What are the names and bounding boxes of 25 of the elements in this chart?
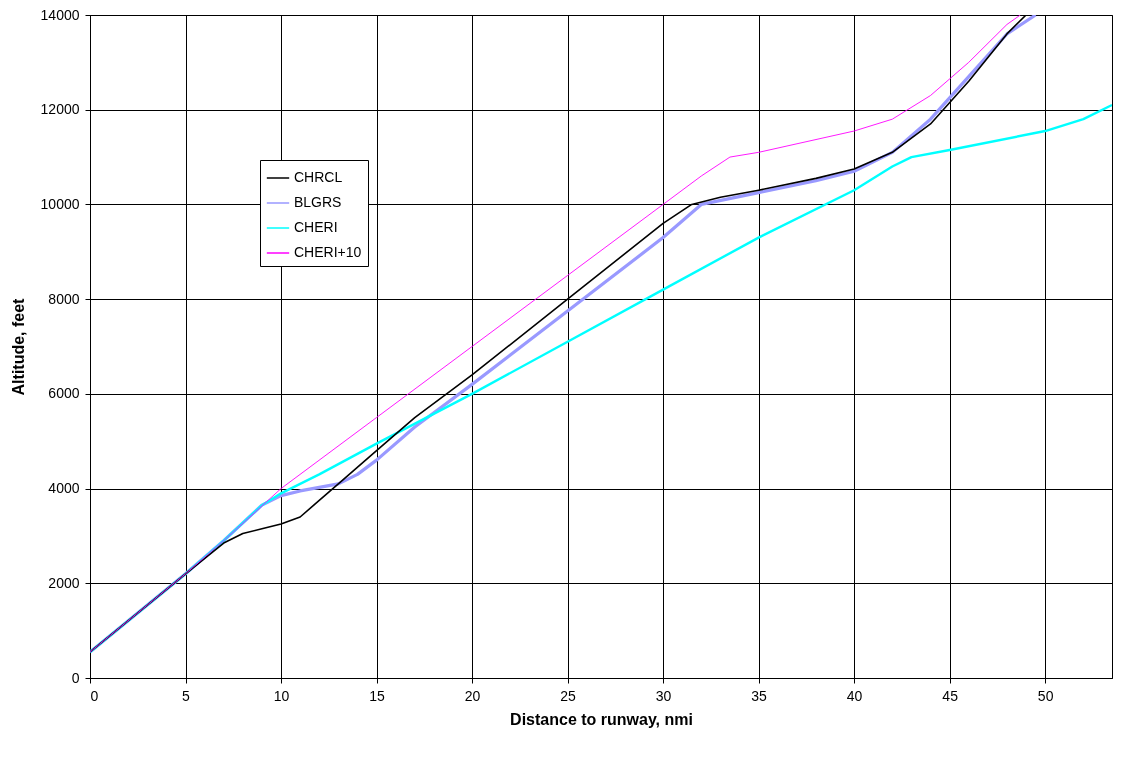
x-tick-label: 5 [182, 687, 191, 704]
x-tick-label: 15 [369, 687, 386, 704]
y-tick-label: 14000 [40, 6, 80, 23]
x-tick-label: 35 [751, 687, 768, 704]
y-tick-label: 2000 [48, 574, 80, 591]
x-tick-label: 0 [90, 687, 99, 704]
x-axis-title: Distance to runway, nmi [510, 710, 693, 728]
x-tick-label: 50 [1037, 687, 1054, 704]
legend-label: CHERI [294, 219, 338, 235]
y-tick-label: 6000 [48, 385, 80, 402]
x-tick-label: 20 [464, 687, 481, 704]
x-tick-label: 30 [655, 687, 672, 704]
legend-label: BLGRS [294, 194, 342, 210]
y-tick-label: 0 [71, 669, 80, 686]
y-tick-label: 4000 [48, 480, 80, 497]
legend-label: CHERI+10 [294, 244, 362, 260]
x-tick-label: 45 [942, 687, 959, 704]
y-axis-title: Altitude, feet [9, 297, 27, 396]
y-tick-label: 10000 [40, 195, 80, 212]
y-tick-label: 8000 [48, 290, 80, 307]
x-tick-label: 40 [846, 687, 863, 704]
y-tick-label: 12000 [40, 101, 80, 118]
legend-label: CHRCL [294, 169, 343, 185]
x-tick-label: 10 [273, 687, 290, 704]
x-tick-label: 25 [560, 687, 577, 704]
